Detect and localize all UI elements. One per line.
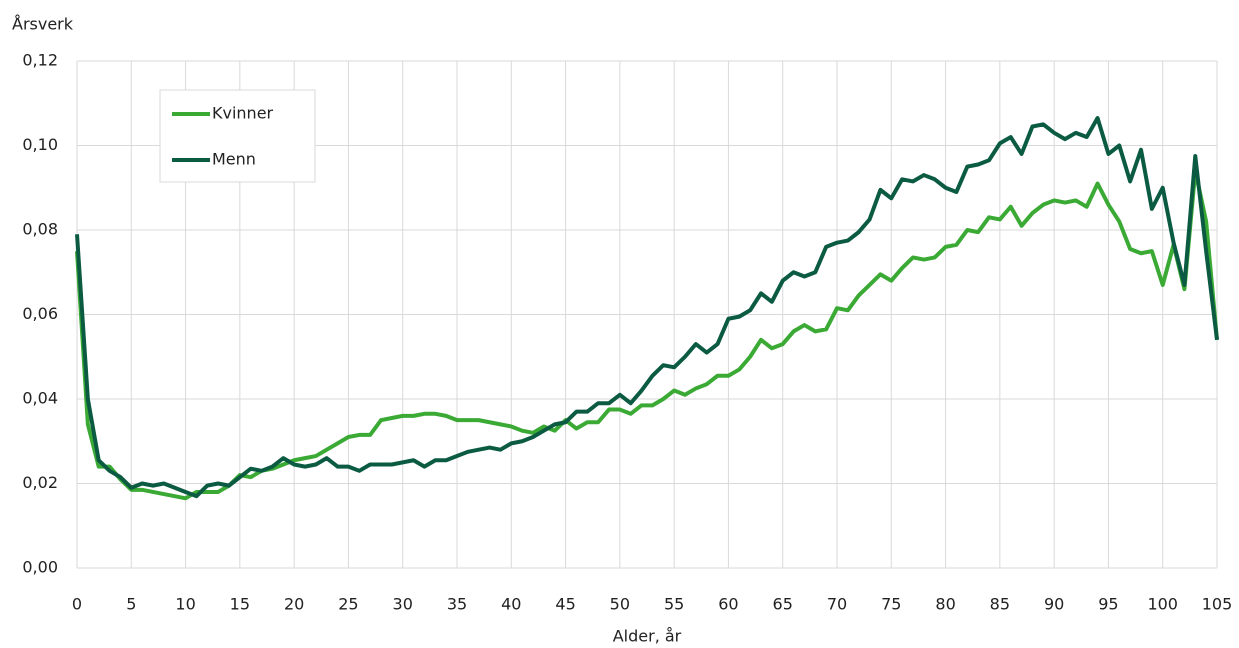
x-tick-label: 5 <box>126 595 136 614</box>
x-tick-label: 105 <box>1202 595 1233 614</box>
x-tick-label: 100 <box>1147 595 1178 614</box>
x-tick-label: 10 <box>175 595 195 614</box>
x-tick-label: 40 <box>501 595 521 614</box>
x-tick-label: 85 <box>990 595 1010 614</box>
legend-label: Kvinner <box>212 104 274 123</box>
data-line <box>75 116 1219 499</box>
y-tick-label: 0,06 <box>22 304 58 323</box>
y-tick-label: 0,12 <box>22 51 58 70</box>
y-tick-label: 0,02 <box>22 473 58 492</box>
x-tick-label: 0 <box>72 595 82 614</box>
y-axis-label: Årsverk <box>12 15 74 34</box>
x-tick-label: 15 <box>230 595 250 614</box>
x-tick-label: 75 <box>881 595 901 614</box>
x-tick-label: 95 <box>1098 595 1118 614</box>
x-axis-label: Alder, år <box>613 627 682 646</box>
x-tick-label: 60 <box>718 595 738 614</box>
x-tick-label: 50 <box>610 595 630 614</box>
x-tick-label: 90 <box>1044 595 1064 614</box>
legend-label: Menn <box>212 150 256 169</box>
y-tick-label: 0,00 <box>22 558 58 577</box>
x-tick-label: 70 <box>827 595 847 614</box>
x-tick-label: 30 <box>393 595 413 614</box>
x-tick-label: 55 <box>664 595 684 614</box>
data-line <box>75 168 1219 501</box>
x-tick-label: 45 <box>555 595 575 614</box>
x-tick-label: 25 <box>338 595 358 614</box>
x-tick-label: 35 <box>447 595 467 614</box>
y-tick-label: 0,10 <box>22 135 58 154</box>
y-tick-label: 0,08 <box>22 220 58 239</box>
x-tick-label: 65 <box>773 595 793 614</box>
x-tick-label: 80 <box>935 595 955 614</box>
y-tick-label: 0,04 <box>22 389 58 408</box>
x-tick-label: 20 <box>284 595 304 614</box>
legend-box <box>159 89 316 183</box>
